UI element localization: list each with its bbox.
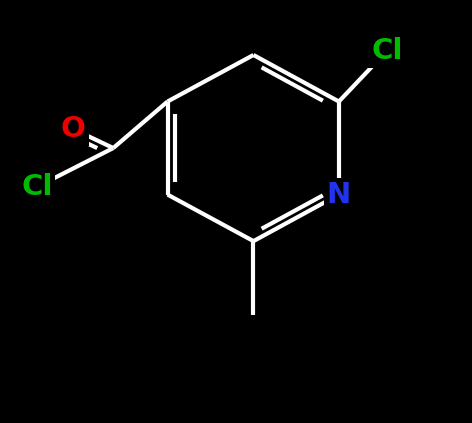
Text: Cl: Cl — [21, 173, 52, 201]
Text: N: N — [327, 181, 351, 209]
Text: O: O — [61, 115, 85, 143]
Text: Cl: Cl — [371, 37, 403, 65]
